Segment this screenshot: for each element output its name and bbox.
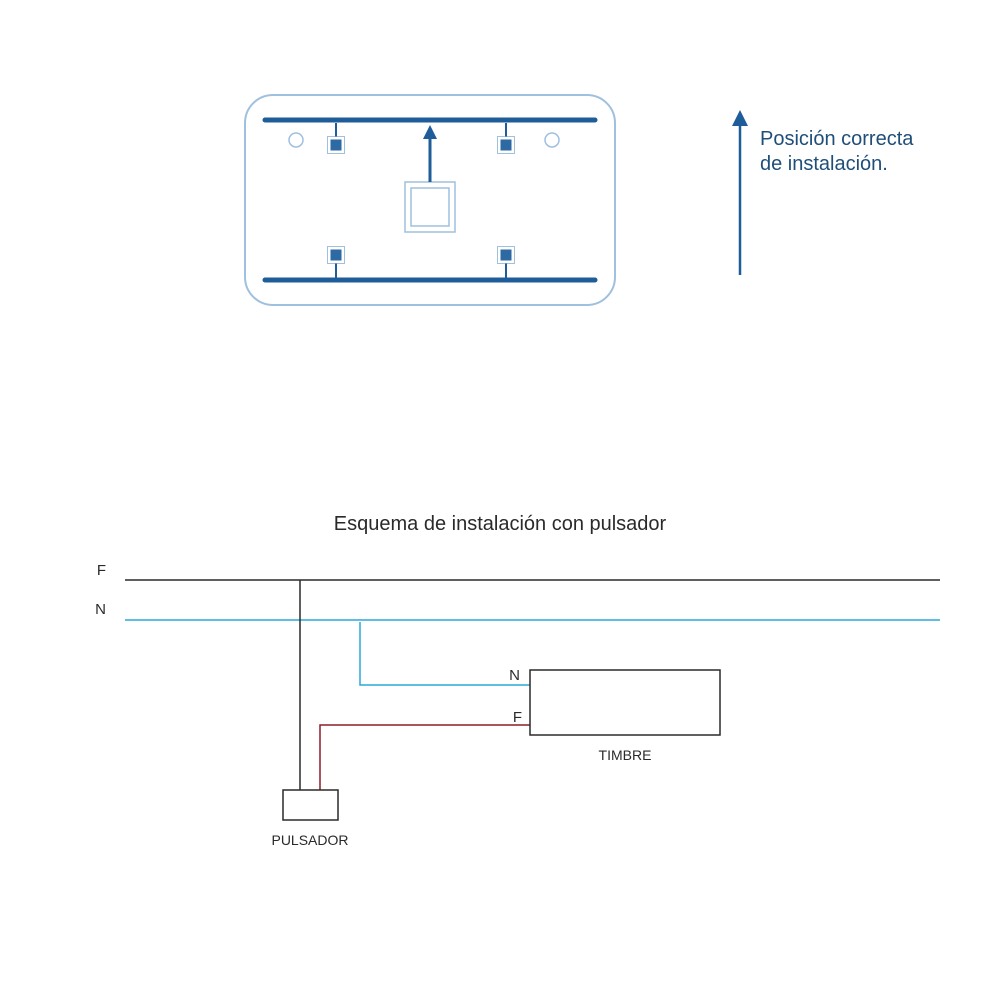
wire-pulsador_to_timbre: [320, 725, 530, 790]
peg-icon: [501, 140, 512, 151]
pulsador-label: PULSADOR: [271, 832, 348, 848]
wiring-title: Esquema de instalación con pulsador: [334, 513, 667, 535]
peg-icon: [501, 250, 512, 261]
wiring-diagram: Esquema de instalación con pulsador TIMB…: [95, 513, 940, 848]
peg-icon: [331, 140, 342, 151]
hole-icon: [545, 133, 559, 147]
bus-label-N: N: [95, 601, 106, 618]
arrow-up-icon: [423, 125, 437, 139]
center-box-inner: [411, 188, 449, 226]
timbre-box: [530, 670, 720, 735]
peg-icon: [331, 250, 342, 261]
pulsador-box: [283, 790, 338, 820]
terminal-label-F: F: [513, 709, 522, 726]
orientation-label: Posición correctade instalación.: [760, 128, 914, 175]
diagram-canvas: Posición correctade instalación. Esquema…: [0, 0, 1000, 1000]
orientation-diagram: Posición correctade instalación.: [245, 95, 914, 305]
timbre-label: TIMBRE: [599, 747, 652, 763]
bus-label-F: F: [97, 562, 106, 579]
center-box-outer: [405, 182, 455, 232]
hole-icon: [289, 133, 303, 147]
terminal-label-N: N: [509, 667, 520, 684]
wire-N_to_timbre: [360, 622, 530, 685]
arrow-up-icon: [732, 110, 748, 126]
